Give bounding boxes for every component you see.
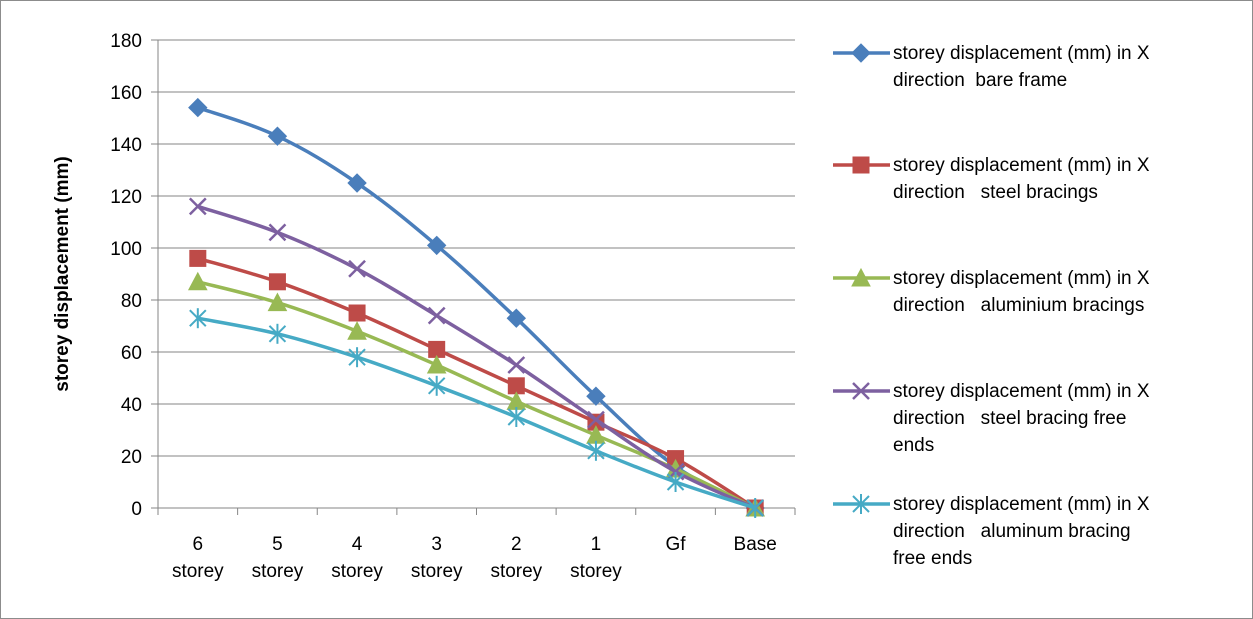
series-lines — [187, 97, 766, 518]
y-tick-label: 180 — [110, 31, 142, 52]
data-point — [427, 375, 446, 396]
data-point — [189, 308, 207, 329]
y-tick-label: 80 — [121, 291, 142, 312]
data-point — [187, 271, 208, 291]
data-point — [348, 259, 366, 278]
y-tick-label: 100 — [110, 239, 142, 260]
data-point — [348, 304, 366, 322]
data-point — [189, 249, 207, 267]
gridlines — [158, 39, 795, 457]
series-line — [197, 105, 756, 510]
x-tick-label: 6 storey — [172, 534, 224, 582]
legend-marker — [852, 156, 870, 174]
data-point — [426, 235, 447, 256]
data-point — [746, 498, 764, 518]
x-tick-label: Gf — [666, 534, 687, 555]
x-tick-label: Base — [734, 534, 777, 555]
legend-marker — [851, 267, 871, 287]
data-point — [267, 292, 288, 312]
series-line — [197, 316, 756, 510]
x-tick-label: 2 storey — [490, 534, 542, 582]
data-point — [506, 391, 527, 410]
data-point — [268, 323, 287, 344]
data-point — [586, 386, 606, 406]
x-tick-label: 1 storey — [570, 534, 622, 582]
data-point — [587, 410, 605, 429]
y-tick-label: 140 — [110, 135, 142, 156]
y-tick-label: 160 — [110, 83, 142, 104]
data-point — [507, 356, 526, 374]
series-line — [197, 204, 756, 510]
y-tick-label: 40 — [121, 395, 142, 416]
data-point — [268, 223, 287, 242]
data-point — [348, 347, 366, 368]
legend-marker — [852, 382, 870, 400]
x-tick-label: 5 storey — [252, 534, 304, 582]
y-tick-label: 120 — [110, 187, 142, 208]
data-point — [587, 440, 605, 461]
data-point — [347, 321, 367, 340]
data-point — [188, 97, 208, 118]
series-4 — [188, 197, 765, 517]
data-point — [188, 197, 207, 216]
y-tick-label: 20 — [121, 447, 142, 468]
legend-marker — [852, 494, 870, 514]
x-tick-label: 3 storey — [411, 534, 463, 582]
legend-marker — [851, 43, 871, 63]
y-tick-label: 60 — [121, 343, 142, 364]
series-2 — [189, 249, 764, 517]
data-point — [426, 354, 447, 374]
x-tick-label: 4 storey — [331, 534, 383, 582]
series-5 — [189, 308, 764, 518]
axes: 0 20 40 60 80 100 120 140 160 180 6 storey 5 storey 4 s… — [110, 31, 796, 582]
data-point — [666, 472, 685, 492]
y-tick-label: 0 — [131, 499, 142, 520]
data-point — [268, 273, 286, 291]
data-point — [506, 308, 527, 328]
data-point — [507, 407, 526, 427]
data-point — [347, 173, 367, 193]
y-axis-label: storey displacement (mm) — [52, 156, 73, 391]
data-point — [267, 126, 288, 146]
data-point — [427, 306, 446, 325]
